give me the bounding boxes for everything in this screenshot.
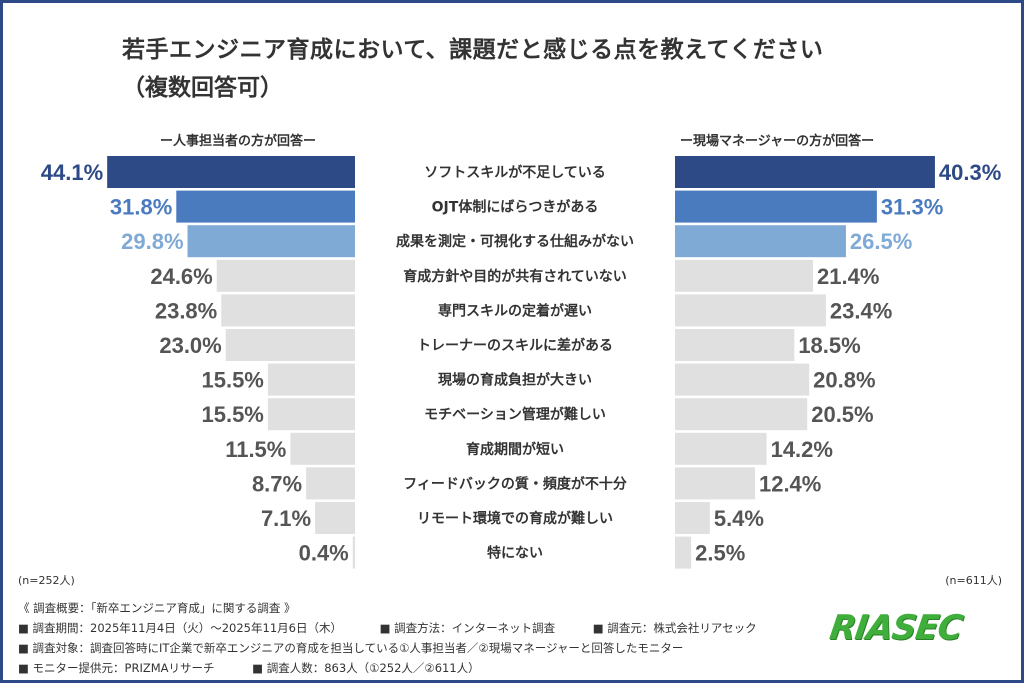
data-label-right: 5.4% xyxy=(714,506,764,531)
category-label: 成果を測定・可視化する仕組みがない xyxy=(396,233,634,250)
footer-target: ■ 調査対象：調査回答時にIT企業で新卒エンジニアの育成を担当している①人事担当… xyxy=(18,641,684,655)
bar-right xyxy=(675,190,877,223)
data-label-right: 23.4% xyxy=(830,298,892,323)
category-label: 特にない xyxy=(487,545,543,562)
category-label: モチベーション管理が難しい xyxy=(424,406,606,423)
footer-source: ■ 調査元：株式会社リアセック xyxy=(592,621,757,635)
bar-left xyxy=(216,259,355,292)
bar-right xyxy=(675,432,767,465)
data-label-right: 18.5% xyxy=(798,333,860,358)
data-label-right: 14.2% xyxy=(771,437,833,462)
bar-left xyxy=(306,467,355,500)
bar-left xyxy=(221,294,355,327)
bar-right xyxy=(675,467,755,500)
data-label-left: 23.0% xyxy=(159,333,221,358)
chart-subtitle: （複数回答可） xyxy=(122,75,283,101)
category-label: ソフトスキルが不足している xyxy=(424,164,606,181)
bar-left xyxy=(225,329,355,361)
data-label-right: 20.8% xyxy=(813,368,875,393)
data-label-left: 8.7% xyxy=(252,471,302,496)
bar-right xyxy=(675,502,710,534)
right-group-label: ー現場マネージャーの方が回答ー xyxy=(680,134,875,149)
footer-row-1: ■ 調査期間：2025年11月4日（火）〜2025年11月6日（木） ■ 調査方… xyxy=(18,620,791,636)
category-label: フィードバックの質・頻度が不十分 xyxy=(403,475,627,492)
bar-left xyxy=(176,190,355,223)
bar-right xyxy=(675,156,935,188)
footer-count: ■ 調査人数：863人（①252人／②611人） xyxy=(252,661,480,675)
chart-title: 若手エンジニア育成において、課題だと感じる点を教えてください xyxy=(122,37,824,63)
data-label-left: 0.4% xyxy=(299,541,349,566)
data-label-left: 29.8% xyxy=(121,229,183,254)
footer-overview: 《 調査概要：「新卒エンジニア育成」に関する調査 》 xyxy=(18,601,296,615)
category-label: OJT体制にばらつきがある xyxy=(432,199,599,216)
left-n: (n=252人) xyxy=(18,574,75,587)
footer-provider: ■ モニター提供元：PRIZMAリサーチ xyxy=(18,661,215,675)
data-label-left: 15.5% xyxy=(201,402,263,427)
bar-right xyxy=(675,225,846,258)
category-label: 現場の育成負担が大きい xyxy=(438,372,592,389)
data-label-left: 11.5% xyxy=(225,437,286,462)
category-label: リモート環境での育成が難しい xyxy=(417,510,613,527)
data-label-right: 26.5% xyxy=(850,229,912,254)
right-n: (n=611人) xyxy=(945,574,1002,587)
bar-left xyxy=(187,225,355,258)
bar-right xyxy=(675,363,810,396)
footer-method: ■ 調査方法：インターネット調査 xyxy=(379,621,556,635)
bar-left xyxy=(315,502,355,534)
data-label-left: 15.5% xyxy=(201,368,263,393)
data-label-right: 31.3% xyxy=(881,195,943,220)
data-label-right: 21.4% xyxy=(817,264,879,289)
data-label-left: 24.6% xyxy=(150,264,212,289)
data-label-left: 44.1% xyxy=(41,160,103,185)
bar-left xyxy=(267,363,355,396)
data-label-left: 23.8% xyxy=(155,298,217,323)
bar-left xyxy=(352,536,355,569)
bar-right xyxy=(675,329,795,361)
category-label: トレーナーのスキルに差がある xyxy=(417,337,613,354)
riasec-logo: RIASEC xyxy=(827,608,965,648)
bar-left xyxy=(290,432,355,465)
bar-right xyxy=(675,536,692,569)
data-label-right: 20.5% xyxy=(811,402,873,427)
category-label: 専門スキルの定着が遅い xyxy=(438,302,592,319)
category-label: 育成方針や目的が共有されていない xyxy=(403,268,627,285)
data-label-left: 7.1% xyxy=(261,506,311,531)
data-label-left: 31.8% xyxy=(110,195,172,220)
data-label-right: 2.5% xyxy=(695,541,745,566)
bar-left xyxy=(267,398,355,431)
left-group-label: ー人事担当者の方が回答ー xyxy=(160,134,317,149)
category-label: 育成期間が短い xyxy=(466,441,564,458)
bar-right xyxy=(675,294,826,327)
footer-period: ■ 調査期間：2025年11月4日（火）〜2025年11月6日（木） xyxy=(18,621,342,635)
data-label-right: 12.4% xyxy=(759,471,821,496)
bar-right xyxy=(675,398,808,431)
data-label-right: 40.3% xyxy=(939,160,1001,185)
footer-row-3: ■ モニター提供元：PRIZMAリサーチ ■ 調査人数：863人（①252人／②… xyxy=(18,660,514,676)
bar-right xyxy=(675,259,814,292)
bar-left xyxy=(107,156,356,188)
